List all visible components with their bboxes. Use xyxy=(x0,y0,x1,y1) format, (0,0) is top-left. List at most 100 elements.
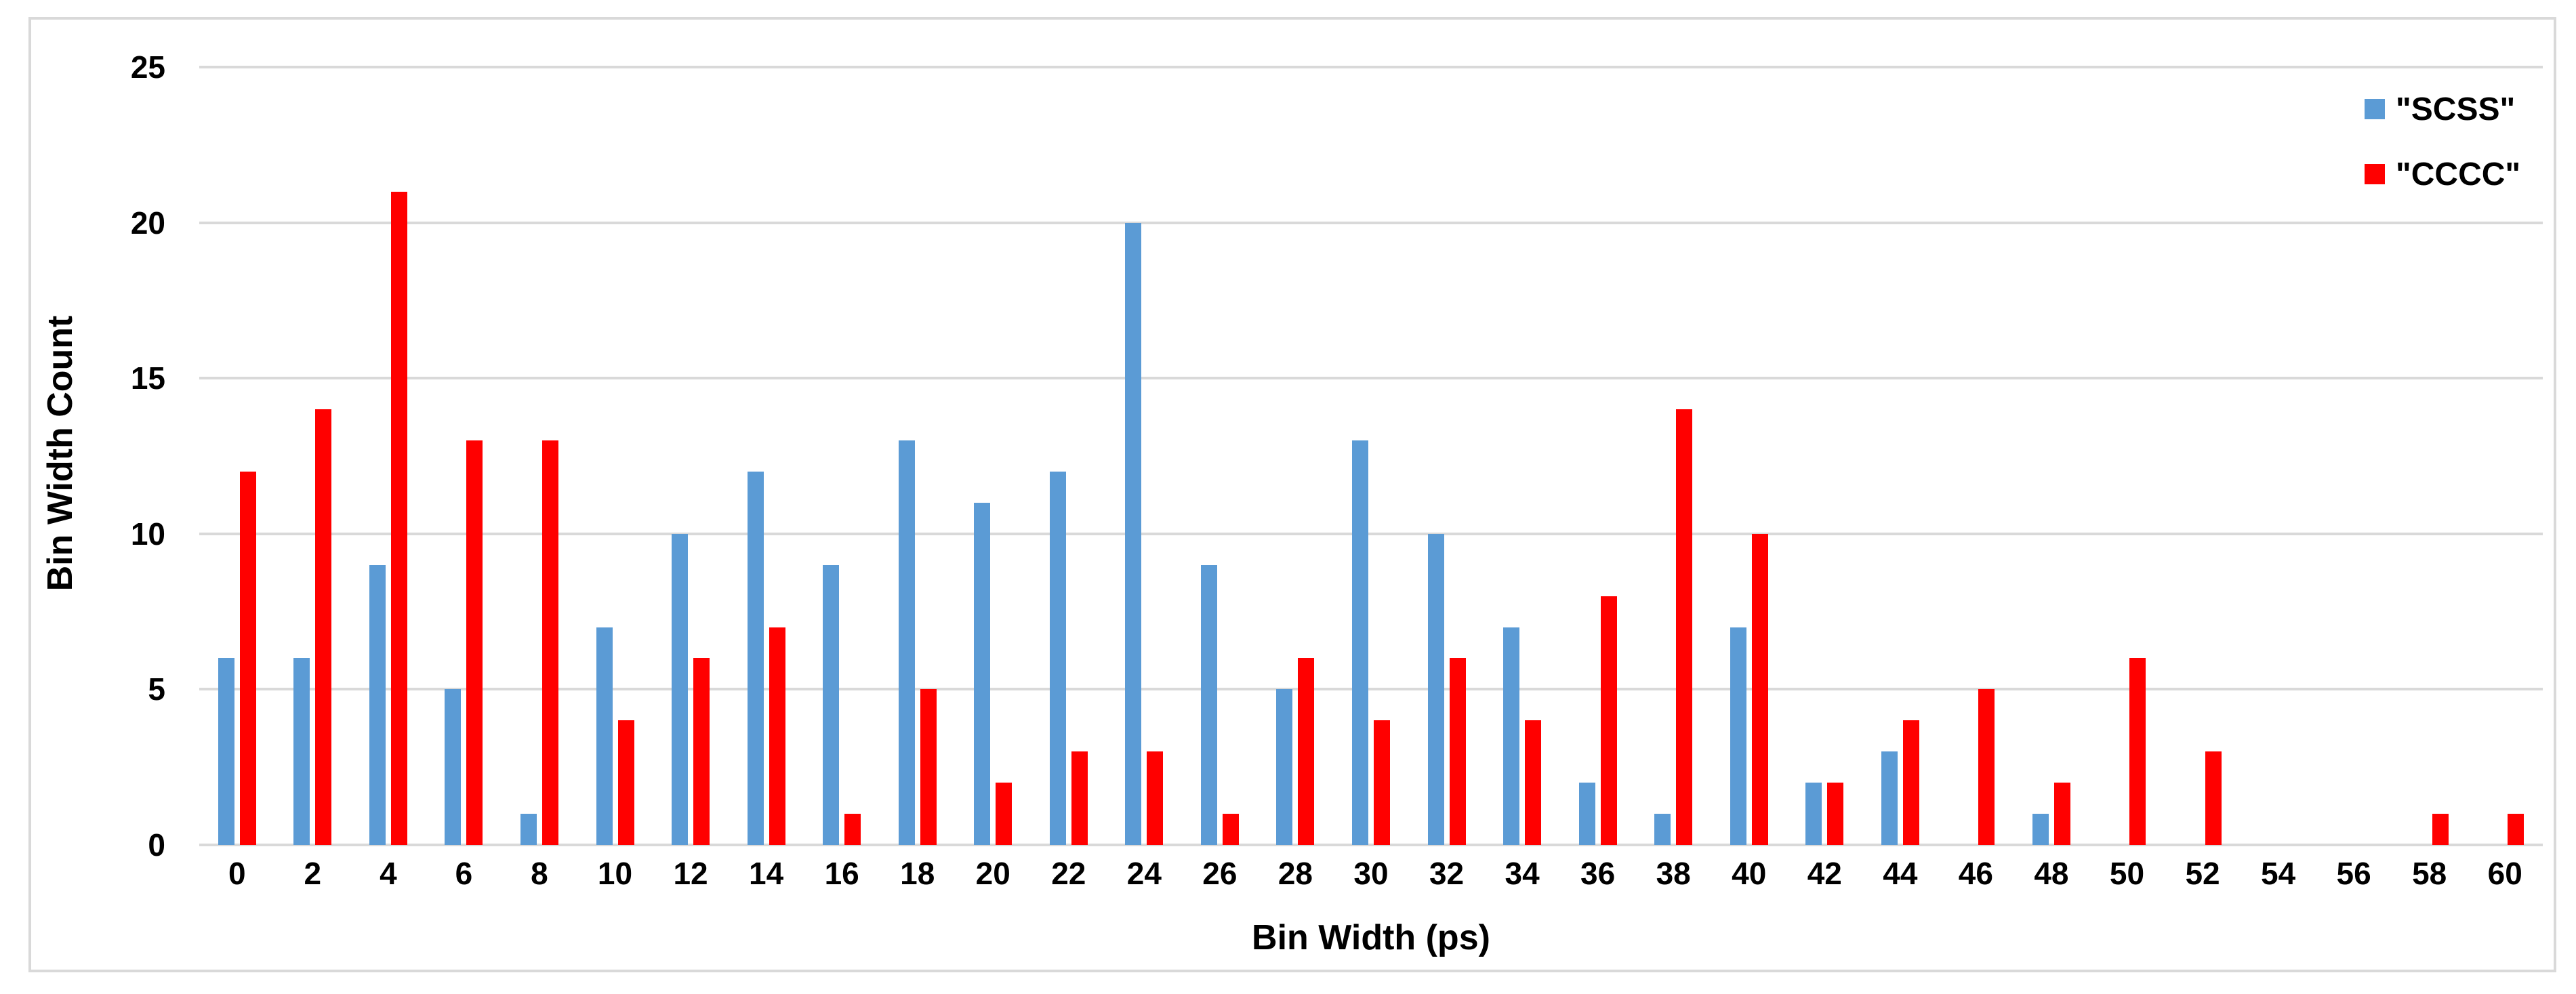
y-tick-label-5: 5 xyxy=(148,671,165,707)
bar-scss-x16 xyxy=(823,564,840,845)
bar-scss-x30 xyxy=(1352,440,1368,845)
legend-item-scss: "SCSS" xyxy=(2365,87,2520,131)
x-tick-label-58: 58 xyxy=(2412,856,2447,891)
bar-cccc-x2 xyxy=(315,409,332,845)
bar-cccc-x12 xyxy=(693,658,710,845)
bar-cccc-x36 xyxy=(1600,596,1617,845)
x-tick-label-44: 44 xyxy=(1883,856,1918,891)
x-tick-label-6: 6 xyxy=(455,856,473,891)
bar-cccc-x26 xyxy=(1222,814,1239,845)
x-tick-label-34: 34 xyxy=(1505,856,1540,891)
x-tick-label-52: 52 xyxy=(2185,856,2220,891)
bar-scss-x48 xyxy=(2032,814,2049,845)
cccc-series-swatch xyxy=(2365,164,2385,184)
x-tick-label-22: 22 xyxy=(1051,856,1086,891)
x-tick-label-0: 0 xyxy=(228,856,246,891)
bar-cccc-x8 xyxy=(541,440,558,845)
bar-scss-x12 xyxy=(672,533,689,845)
x-tick-label-4: 4 xyxy=(380,856,397,891)
bar-scss-x28 xyxy=(1276,689,1293,845)
x-tick-label-38: 38 xyxy=(1656,856,1691,891)
legend-item-cccc: "CCCC" xyxy=(2365,152,2520,196)
bar-cccc-x38 xyxy=(1676,409,1693,845)
x-tick-label-14: 14 xyxy=(749,856,784,891)
bar-cccc-x44 xyxy=(1902,720,1919,845)
bar-cccc-x58 xyxy=(2432,814,2449,845)
bar-scss-x2 xyxy=(293,658,310,845)
x-tick-label-42: 42 xyxy=(1807,856,1842,891)
bar-cccc-x14 xyxy=(769,627,785,845)
bar-scss-x38 xyxy=(1654,814,1671,845)
bar-scss-x42 xyxy=(1805,783,1822,845)
gridline-y-25 xyxy=(199,66,2543,68)
x-tick-label-10: 10 xyxy=(597,856,633,891)
bar-scss-x26 xyxy=(1200,564,1217,845)
bar-cccc-x52 xyxy=(2205,751,2222,845)
scss-series-label: "SCSS" xyxy=(2396,91,2516,127)
bar-cccc-x16 xyxy=(844,814,861,845)
legend: "SCSS" "CCCC" xyxy=(2365,87,2520,218)
x-tick-label-18: 18 xyxy=(900,856,935,891)
x-tick-label-36: 36 xyxy=(1580,856,1616,891)
bar-scss-x14 xyxy=(747,471,764,845)
scss-series-swatch xyxy=(2365,99,2385,119)
bar-scss-x10 xyxy=(596,627,613,845)
bar-scss-x40 xyxy=(1730,627,1746,845)
x-tick-label-50: 50 xyxy=(2109,856,2145,891)
x-tick-label-32: 32 xyxy=(1429,856,1465,891)
bar-cccc-x0 xyxy=(239,471,256,845)
gridline-y-5 xyxy=(199,688,2543,691)
bar-scss-x22 xyxy=(1049,471,1066,845)
bar-cccc-x18 xyxy=(920,689,937,845)
bar-cccc-x42 xyxy=(1827,783,1844,845)
bar-scss-x4 xyxy=(369,564,386,845)
x-tick-label-20: 20 xyxy=(975,856,1010,891)
gridline-y-15 xyxy=(199,377,2543,380)
y-tick-label-25: 25 xyxy=(130,49,165,85)
x-tick-label-8: 8 xyxy=(531,856,548,891)
bar-cccc-x4 xyxy=(390,191,407,845)
bar-scss-x8 xyxy=(520,814,537,845)
gridline-y-20 xyxy=(199,221,2543,224)
x-tick-label-54: 54 xyxy=(2260,856,2296,891)
bar-cccc-x10 xyxy=(617,720,634,845)
x-tick-label-24: 24 xyxy=(1126,856,1162,891)
bar-cccc-x20 xyxy=(996,783,1013,845)
plot-area: 0 5 10 15 20 25 0 2 4 6 8 10 12 14 16 18 20 22 24 26 28 30 32 3… xyxy=(131,49,2543,891)
x-tick-label-56: 56 xyxy=(2336,856,2371,891)
bar-scss-x32 xyxy=(1427,533,1444,845)
chart-frame: 0 5 10 15 20 25 0 2 4 6 8 10 12 14 16 18 20 22 24 26 28 30 32 3… xyxy=(28,17,2556,972)
bar-scss-x44 xyxy=(1881,751,1898,845)
bar-cccc-x46 xyxy=(1978,689,1995,845)
x-tick-label-60: 60 xyxy=(2487,856,2522,891)
x-tick-label-16: 16 xyxy=(824,856,859,891)
bar-cccc-x50 xyxy=(2129,658,2146,845)
gridline-y-0 xyxy=(199,844,2543,846)
bar-cccc-x34 xyxy=(1525,720,1542,845)
bar-cccc-x6 xyxy=(466,440,483,845)
bar-cccc-x22 xyxy=(1071,751,1088,845)
bar-cccc-x32 xyxy=(1449,658,1466,845)
x-tick-label-26: 26 xyxy=(1202,856,1238,891)
x-tick-label-30: 30 xyxy=(1353,856,1389,891)
x-tick-label-28: 28 xyxy=(1277,856,1313,891)
bar-scss-x36 xyxy=(1578,783,1595,845)
x-tick-label-40: 40 xyxy=(1732,856,1767,891)
x-tick-label-12: 12 xyxy=(673,856,708,891)
y-tick-label-15: 15 xyxy=(130,360,165,396)
bar-cccc-x60 xyxy=(2508,814,2524,845)
bar-scss-x34 xyxy=(1503,627,1520,845)
y-tick-label-20: 20 xyxy=(130,205,165,241)
cccc-series-label: "CCCC" xyxy=(2396,156,2521,192)
bar-scss-x0 xyxy=(218,658,234,845)
x-tick-label-46: 46 xyxy=(1958,856,1993,891)
x-axis-title: Bin Width (ps) xyxy=(1252,918,1490,957)
gridline-y-10 xyxy=(199,532,2543,535)
bar-scss-x6 xyxy=(445,689,462,845)
bar-cccc-x48 xyxy=(2053,783,2070,845)
bar-scss-x20 xyxy=(974,502,991,845)
y-tick-label-10: 10 xyxy=(130,516,165,552)
bar-cccc-x30 xyxy=(1374,720,1390,845)
bar-scss-x24 xyxy=(1125,222,1142,845)
bar-cccc-x40 xyxy=(1751,533,1768,845)
